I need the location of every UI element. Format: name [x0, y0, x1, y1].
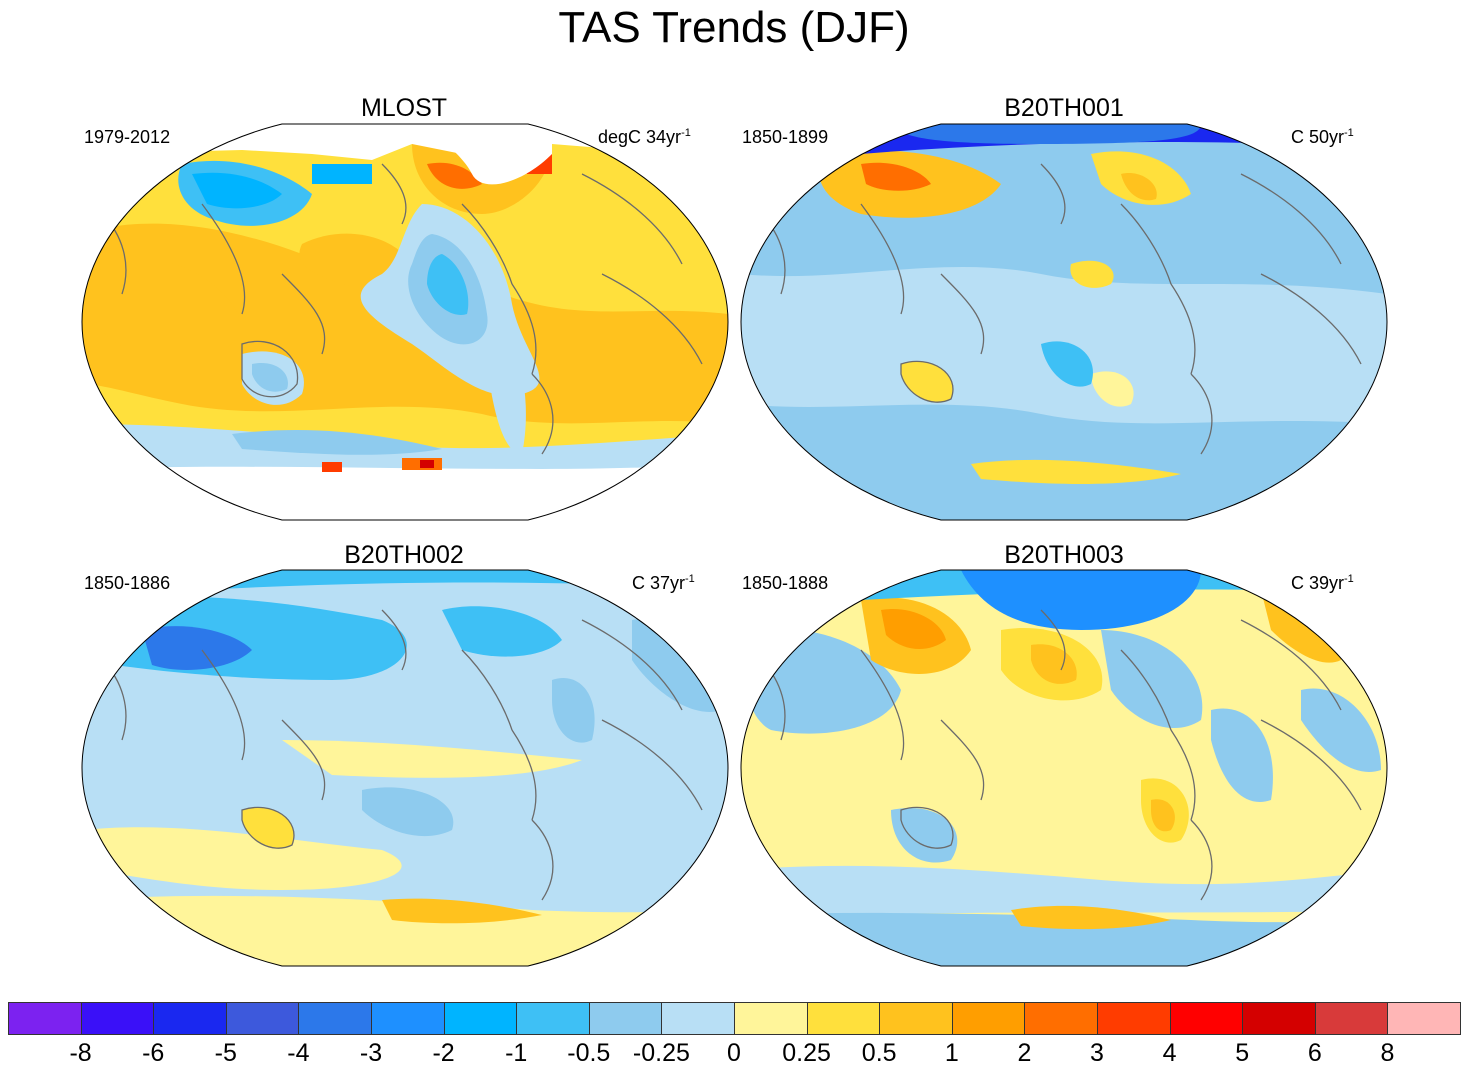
units-label-b20th002: C 37yr-1	[632, 573, 695, 593]
units-label-b20th001: C 50yr-1	[1291, 127, 1354, 147]
colorbar-box	[371, 1002, 445, 1035]
map-b20th003	[740, 569, 1388, 967]
colorbar-tick-label: -4	[287, 1039, 310, 1067]
panel-title-b20th003: B20TH003	[1004, 541, 1124, 569]
colorbar-box	[1242, 1002, 1316, 1035]
colorbar-box	[80, 1002, 155, 1035]
colorbar-tick-label: 5	[1235, 1039, 1250, 1067]
period-label-b20th002: 1850-1886	[84, 573, 171, 593]
units-label-b20th003: C 39yr-1	[1291, 573, 1354, 593]
colorbar-box	[1169, 1002, 1244, 1035]
colorbar-box	[443, 1002, 518, 1035]
colorbar-box	[1024, 1002, 1098, 1035]
colorbar-box	[661, 1002, 735, 1035]
colorbar-box	[951, 1002, 1026, 1035]
colorbar-tick-label: 2	[1017, 1039, 1032, 1067]
colorbar-box	[1387, 1002, 1461, 1035]
colorbar-tick-label: 6	[1307, 1039, 1322, 1067]
colorbar-box	[8, 1002, 82, 1035]
colorbar-tick-label: 1	[944, 1039, 959, 1067]
map-b20th002	[81, 569, 729, 967]
map-mlost	[81, 123, 729, 521]
figure-title: TAS Trends (DJF)	[558, 3, 910, 52]
colorbar-tick-label: -0.25	[632, 1039, 690, 1067]
panel-title-mlost: MLOST	[360, 94, 448, 122]
period-label-mlost: 1979-2012	[84, 127, 171, 147]
colorbar-tick-label: -3	[359, 1039, 383, 1067]
colorbar-tick-label: -1	[505, 1039, 528, 1067]
colorbar-box	[879, 1002, 953, 1035]
colorbar-tick-label: 0.5	[861, 1039, 897, 1067]
colorbar-tick-label: 4	[1162, 1039, 1177, 1067]
period-label-b20th003: 1850-1888	[742, 573, 829, 593]
colorbar-tick-label: -2	[432, 1039, 455, 1067]
period-label-b20th001: 1850-1899	[742, 127, 829, 147]
map-b20th001	[740, 123, 1388, 521]
colorbar-box	[1314, 1002, 1389, 1035]
colorbar-tick-label: 3	[1090, 1039, 1104, 1067]
colorbar-box	[806, 1002, 881, 1035]
colorbar-box	[225, 1002, 300, 1035]
panel-title-b20th001: B20TH001	[1004, 94, 1124, 122]
colorbar-tick-label: 8	[1380, 1039, 1395, 1067]
colorbar-box	[1097, 1002, 1171, 1035]
colorbar-tick-label: -0.5	[567, 1039, 611, 1067]
colorbar-box	[153, 1002, 227, 1035]
colorbar-tick-label: -6	[142, 1039, 165, 1067]
units-label-mlost: degC 34yr-1	[598, 127, 691, 147]
colorbar-tick-label: 0.25	[782, 1039, 831, 1067]
colorbar-tick-label: 0	[727, 1039, 741, 1067]
colorbar-box	[588, 1002, 663, 1035]
colorbar-box	[734, 1002, 808, 1035]
panel-title-b20th002: B20TH002	[344, 541, 464, 569]
colorbar-box	[516, 1002, 590, 1035]
colorbar	[8, 1002, 1461, 1035]
colorbar-box	[298, 1002, 372, 1035]
colorbar-tick-label: -5	[214, 1039, 237, 1067]
colorbar-tick-label: -8	[69, 1039, 92, 1067]
